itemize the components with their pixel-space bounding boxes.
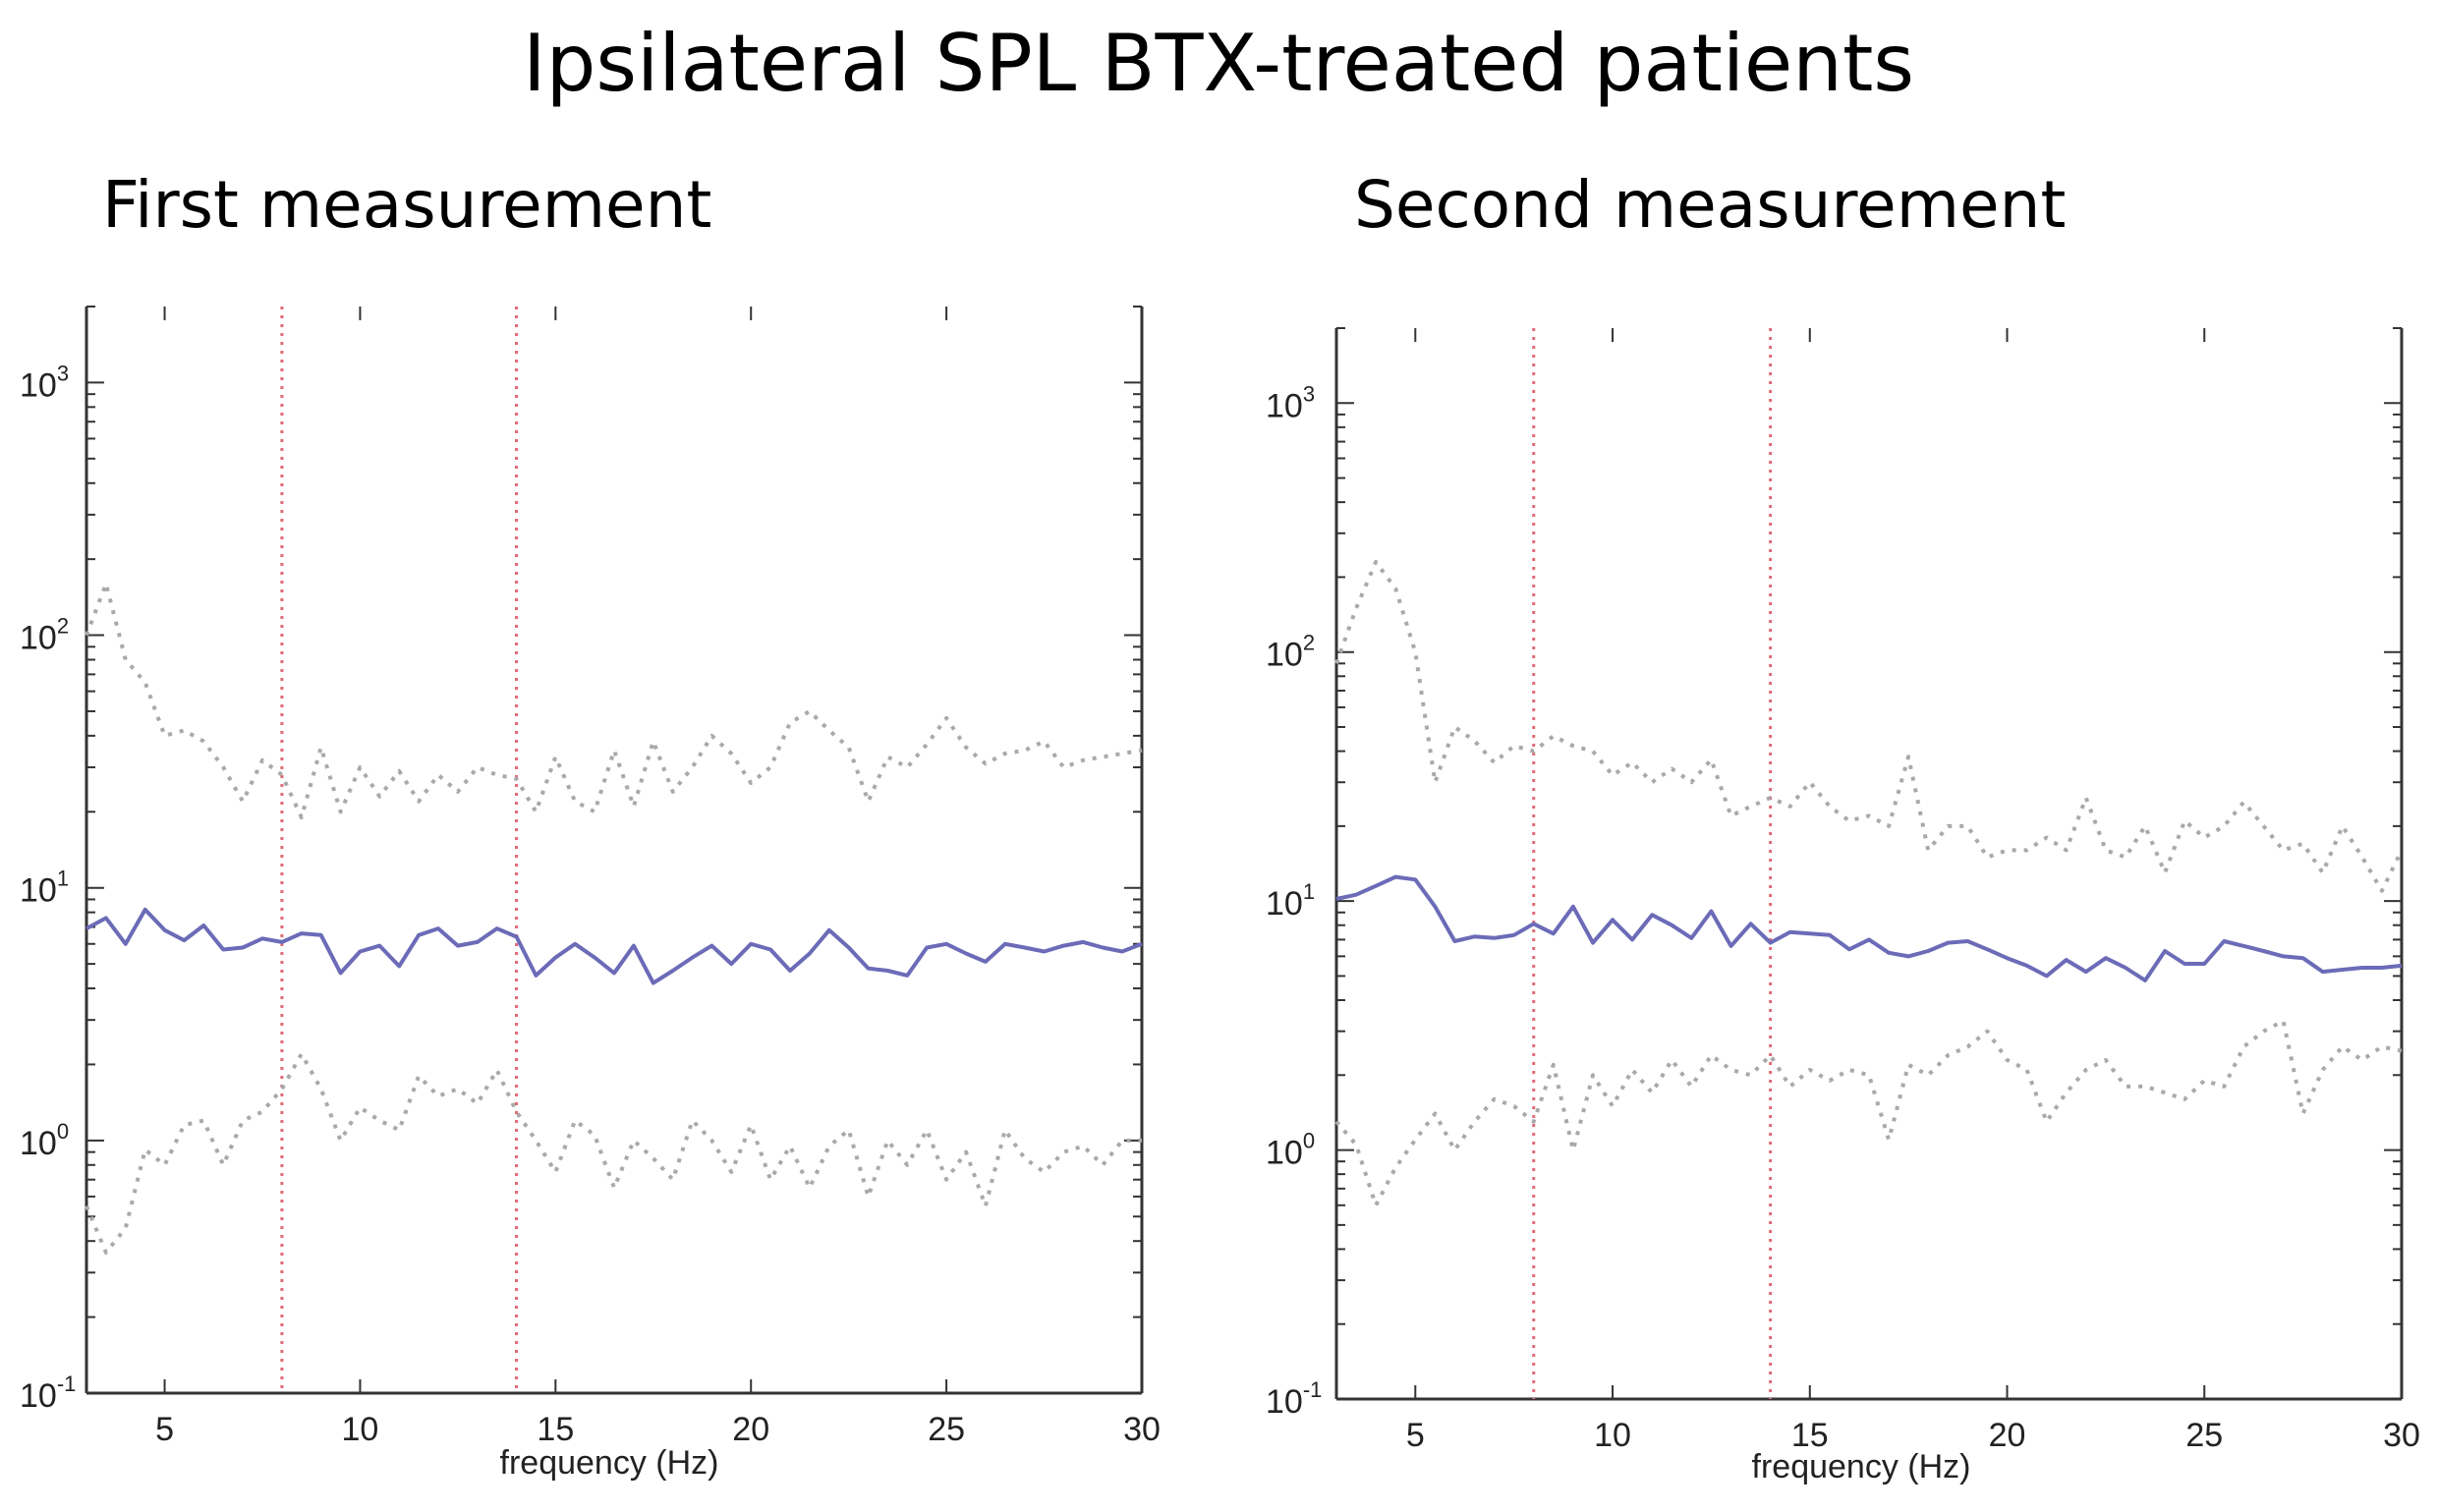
x-tick-label: 5 bbox=[155, 1411, 174, 1448]
y-tick-exponent: 1 bbox=[57, 867, 69, 891]
y-tick-base: 10 bbox=[20, 872, 57, 910]
y-tick-label: 100 bbox=[1266, 1129, 1315, 1172]
y-tick-exponent: -1 bbox=[1303, 1377, 1323, 1402]
y-tick-label: 101 bbox=[1266, 879, 1315, 923]
y-tick-exponent: -1 bbox=[57, 1372, 77, 1396]
y-tick-exponent: 3 bbox=[57, 361, 69, 385]
lower-bound-line bbox=[1334, 1019, 2403, 1207]
y-tick-base: 10 bbox=[1266, 387, 1303, 424]
upper-bound-line bbox=[85, 582, 1143, 819]
y-tick-base: 10 bbox=[20, 1125, 57, 1162]
y-tick-exponent: 1 bbox=[1303, 879, 1315, 904]
x-tick-label: 15 bbox=[1791, 1417, 1829, 1454]
y-tick-label: 10-1 bbox=[1266, 1377, 1322, 1421]
y-tick-label: 102 bbox=[1266, 631, 1315, 674]
y-tick-exponent: 2 bbox=[57, 614, 69, 639]
x-tick-label: 10 bbox=[1594, 1417, 1631, 1454]
y-tick-label: 102 bbox=[20, 614, 69, 657]
x-tick-label: 30 bbox=[1123, 1411, 1161, 1448]
y-tick-exponent: 0 bbox=[57, 1119, 69, 1144]
panel-title-first: First measurement bbox=[102, 167, 712, 243]
y-tick-label: 100 bbox=[20, 1119, 69, 1162]
y-tick-base: 10 bbox=[1266, 637, 1303, 674]
x-tick-label: 20 bbox=[1989, 1417, 2026, 1454]
y-tick-exponent: 3 bbox=[1303, 381, 1315, 406]
plot-area bbox=[1336, 328, 2402, 1399]
x-axis-label: frequency (Hz) bbox=[500, 1444, 719, 1482]
y-tick-base: 10 bbox=[20, 1377, 57, 1415]
mean-line bbox=[85, 907, 1143, 985]
x-tick-label: 10 bbox=[342, 1411, 379, 1448]
y-tick-base: 10 bbox=[20, 366, 57, 404]
y-tick-base: 10 bbox=[1266, 1135, 1303, 1172]
figure-title: Ipsilateral SPL BTX-treated patients bbox=[522, 18, 1915, 109]
y-tick-exponent: 2 bbox=[1303, 631, 1315, 655]
y-tick-exponent: 0 bbox=[1303, 1129, 1315, 1153]
mean-line bbox=[1335, 874, 2403, 982]
y-tick-base: 10 bbox=[1266, 1383, 1303, 1421]
y-tick-base: 10 bbox=[1266, 885, 1303, 923]
lower-bound-line bbox=[85, 1051, 1142, 1255]
y-tick-label: 101 bbox=[20, 867, 69, 910]
plot-area bbox=[86, 307, 1142, 1393]
x-tick-label: 15 bbox=[537, 1411, 574, 1448]
y-tick-label: 103 bbox=[1266, 381, 1315, 424]
y-tick-label: 103 bbox=[20, 361, 69, 404]
x-tick-label: 30 bbox=[2383, 1417, 2420, 1454]
upper-bound-line bbox=[1334, 560, 2404, 893]
x-tick-label: 25 bbox=[928, 1411, 965, 1448]
x-axis-label: frequency (Hz) bbox=[1752, 1448, 1971, 1485]
x-tick-label: 5 bbox=[1406, 1417, 1425, 1454]
x-tick-label: 20 bbox=[732, 1411, 769, 1448]
y-tick-base: 10 bbox=[20, 620, 57, 657]
x-tick-label: 25 bbox=[2185, 1417, 2223, 1454]
panel-title-second: Second measurement bbox=[1354, 167, 2067, 243]
y-tick-label: 10-1 bbox=[20, 1372, 76, 1415]
